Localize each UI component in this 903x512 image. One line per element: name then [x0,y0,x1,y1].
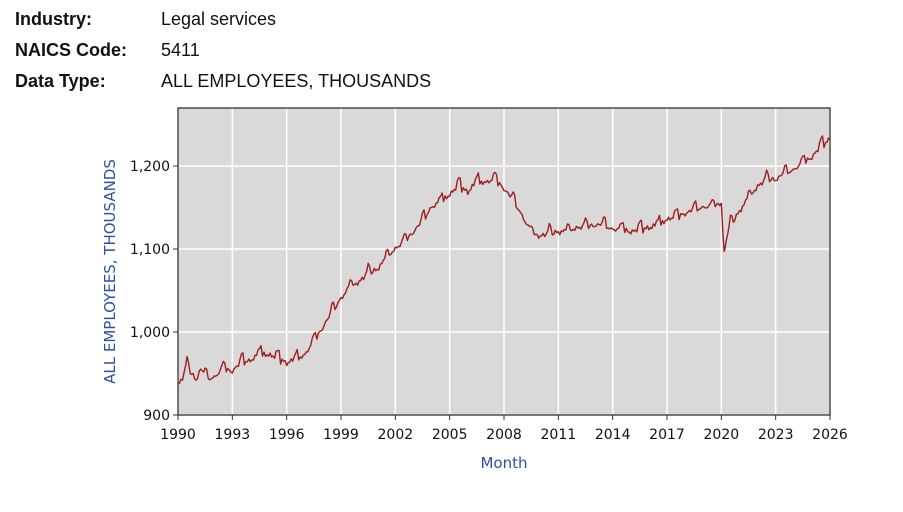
x-tick-label: 2026 [812,427,848,443]
x-tick-label: 1993 [215,427,251,443]
industry-label: Industry: [15,9,93,29]
data-type-value: ALL EMPLOYEES, THOUSANDS [161,71,432,91]
x-tick-label: 2008 [486,427,522,443]
industry-row: Industry: Legal services [15,4,431,35]
x-tick-label: 2002 [378,427,414,443]
x-tick-label: 1999 [323,427,359,443]
x-axis-title: Month [480,454,527,472]
x-tick-label: 2023 [758,427,794,443]
naics-row: NAICS Code: 5411 [15,35,431,66]
tick-labels: 1990 1993 1996 1999 2002 2005 2008 2011 2014 2017… [130,159,848,443]
y-tick-label: 1,200 [130,159,170,175]
y-axis-title: ALL EMPLOYEES, THOUSANDS [101,159,119,384]
industry-value: Legal services [161,9,277,29]
x-tick-label: 2011 [541,427,577,443]
info-panel: Industry: Legal services NAICS Code: 541… [15,4,431,97]
x-tick-label: 2017 [649,427,685,443]
x-tick-label: 2005 [432,427,468,443]
x-tick-label: 1996 [269,427,305,443]
series-line [177,135,831,385]
x-tick-label: 2014 [595,427,631,443]
x-tick-label: 2020 [704,427,740,443]
naics-label: NAICS Code: [15,40,127,60]
axes [173,107,831,420]
naics-value: 5411 [161,40,200,60]
x-tick-label: 1990 [160,427,196,443]
plot-frame [177,107,831,416]
data-type-row: Data Type: ALL EMPLOYEES, THOUSANDS [15,66,431,97]
y-tick-label: 1,100 [130,242,170,258]
data-type-label: Data Type: [15,71,106,91]
y-tick-label: 900 [143,408,170,424]
y-tick-label: 1,000 [130,325,170,341]
